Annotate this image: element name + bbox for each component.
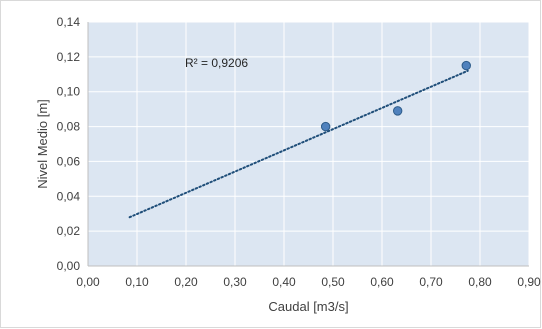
x-tick-labels: 0,00 0,10 0,20 0,30 0,40 0,50 0,60 0,70 0,80 0,90 bbox=[76, 275, 541, 289]
gridlines bbox=[88, 21, 530, 266]
y-axis-title: Nivel Medio [m] bbox=[35, 99, 50, 189]
x-tick-label: 0,80 bbox=[468, 275, 492, 289]
x-tick-label: 0,10 bbox=[125, 275, 149, 289]
data-point bbox=[392, 106, 403, 116]
x-tick-label: 0,20 bbox=[174, 275, 198, 289]
x-tick-label: 0,60 bbox=[370, 275, 394, 289]
y-tick-label: 0,08 bbox=[57, 120, 81, 134]
y-tick-label: 0,12 bbox=[57, 50, 81, 64]
x-tick-label: 0,90 bbox=[517, 275, 541, 289]
axes bbox=[87, 22, 529, 267]
y-tick-label: 0,10 bbox=[57, 85, 81, 99]
x-tick-label: 0,00 bbox=[76, 275, 100, 289]
y-tick-labels: 0,00 0,02 0,04 0,06 0,08 0,10 0,12 0,14 bbox=[57, 15, 81, 273]
data-point bbox=[461, 60, 471, 71]
x-axis-title: Caudal [m3/s] bbox=[268, 299, 348, 314]
r-squared-annotation: R² = 0,9206 bbox=[185, 56, 248, 70]
x-tick-label: 0,50 bbox=[321, 275, 345, 289]
plot-area bbox=[88, 22, 529, 266]
y-tick-label: 0,04 bbox=[57, 189, 81, 203]
x-tick-label: 0,40 bbox=[272, 275, 296, 289]
y-tick-label: 0,00 bbox=[57, 259, 81, 273]
y-tick-label: 0,02 bbox=[57, 224, 81, 238]
x-tick-label: 0,30 bbox=[223, 275, 247, 289]
data-points bbox=[320, 60, 471, 132]
x-tick-label: 0,70 bbox=[419, 275, 443, 289]
y-tick-label: 0,14 bbox=[57, 15, 81, 29]
data-point bbox=[320, 121, 331, 132]
trendline bbox=[128, 69, 469, 219]
y-tick-label: 0,06 bbox=[57, 154, 81, 168]
